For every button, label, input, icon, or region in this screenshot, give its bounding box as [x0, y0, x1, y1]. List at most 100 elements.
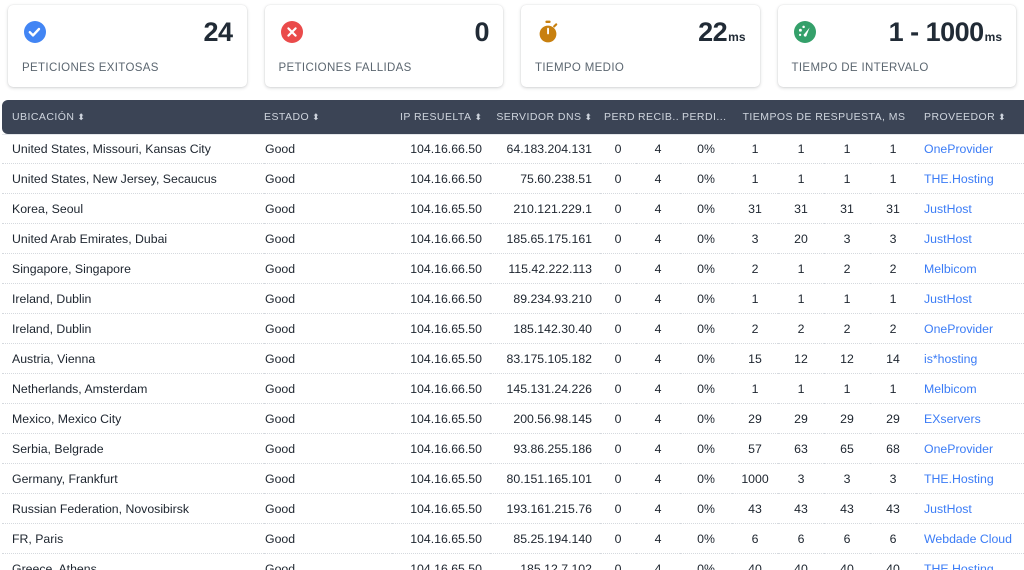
card-failed-requests: 0 PETICIONES FALLIDAS: [264, 5, 503, 87]
cell-response-time-3: 31: [824, 194, 870, 224]
card-value-unit: ms: [984, 29, 1002, 44]
column-header-location[interactable]: UBICACIÓN ⬍: [2, 100, 264, 134]
table-row[interactable]: Mexico, Mexico City Good 104.16.65.50 200.5…: [2, 404, 1024, 434]
column-header-response-times: TIEMPOS DE RESPUESTA, MS: [732, 100, 917, 134]
cell-received: 4: [636, 494, 680, 524]
provider-link[interactable]: OneProvider: [924, 321, 994, 336]
provider-link[interactable]: JustHost: [924, 291, 972, 306]
cell-response-time-4: 1: [870, 134, 917, 164]
cell-provider: THE.Hosting: [916, 464, 1024, 494]
cell-provider: Melbicom: [916, 374, 1024, 404]
table-row[interactable]: Greece, Athens Good 104.16.65.50 185.12.7.1…: [2, 554, 1024, 570]
cell-lost-percent: 0%: [680, 284, 732, 314]
table-body: United States, Missouri, Kansas City Good…: [2, 134, 1024, 570]
cell-response-time-4: 3: [870, 464, 917, 494]
column-header-received: RECIB...: [636, 100, 680, 134]
cell-received: 4: [636, 134, 680, 164]
provider-link[interactable]: THE.Hosting: [924, 171, 994, 186]
table-row[interactable]: Germany, Frankfurt Good 104.16.65.50 80.151…: [2, 464, 1024, 494]
sort-arrows-icon[interactable]: ⬍: [998, 112, 1006, 122]
cell-response-time-4: 6: [870, 524, 917, 554]
provider-link[interactable]: THE.Hosting: [924, 471, 994, 486]
cell-dns-server: 64.183.204.131: [490, 134, 600, 164]
column-header-dns-server[interactable]: SERVIDOR DNS ⬍: [490, 100, 600, 134]
card-successful-requests: 24 PETICIONES EXITOSAS: [8, 5, 247, 87]
provider-link[interactable]: JustHost: [924, 501, 972, 516]
table-row[interactable]: Singapore, Singapore Good 104.16.66.50 115.…: [2, 254, 1024, 284]
cell-provider: THE.Hosting: [916, 164, 1024, 194]
table-row[interactable]: FR, Paris Good 104.16.65.50 85.25.194.140 0 4…: [2, 524, 1024, 554]
card-value-unit: ms: [728, 29, 746, 44]
results-table-container: UBICACIÓN ⬍ ESTADO ⬍ IP RESUELTA ⬍ SERVIDOR DN…: [0, 100, 1024, 570]
cell-lost-percent: 0%: [680, 524, 732, 554]
table-row[interactable]: Ireland, Dublin Good 104.16.66.50 89.234.93…: [2, 284, 1024, 314]
cell-lost: 0: [600, 314, 636, 344]
table-row[interactable]: Netherlands, Amsterdam Good 104.16.66.50 14…: [2, 374, 1024, 404]
cell-response-time-4: 1: [870, 284, 917, 314]
cell-dns-server: 185.142.30.40: [490, 314, 600, 344]
cell-location: United States, Missouri, Kansas City: [2, 134, 264, 164]
provider-link[interactable]: Melbicom: [924, 381, 977, 396]
card-average-time: 22ms TIEMPO MEDIO: [521, 5, 760, 87]
cell-received: 4: [636, 284, 680, 314]
cell-response-time-2: 43: [778, 494, 824, 524]
cell-received: 4: [636, 194, 680, 224]
table-header: UBICACIÓN ⬍ ESTADO ⬍ IP RESUELTA ⬍ SERVIDOR DN…: [2, 100, 1024, 134]
cell-location: Ireland, Dublin: [2, 314, 264, 344]
column-label: ESTADO: [264, 111, 310, 123]
cell-status: Good: [264, 194, 392, 224]
provider-link[interactable]: JustHost: [924, 231, 972, 246]
provider-link[interactable]: Webdade Cloud: [924, 531, 1012, 546]
cell-received: 4: [636, 524, 680, 554]
cell-provider: JustHost: [916, 194, 1024, 224]
provider-link[interactable]: Melbicom: [924, 261, 977, 276]
sort-arrows-icon[interactable]: ⬍: [584, 112, 592, 122]
column-header-lost-percent: PERDI...: [680, 100, 732, 134]
table-row[interactable]: United States, New Jersey, Secaucus Good 1…: [2, 164, 1024, 194]
column-header-resolved-ip[interactable]: IP RESUELTA ⬍: [392, 100, 490, 134]
card-interval-time: 1 - 1000ms TIEMPO DE INTERVALO: [777, 5, 1016, 87]
card-value: 1 - 1000ms: [888, 16, 1002, 47]
provider-link[interactable]: EXservers: [924, 411, 981, 426]
column-label: TIEMPOS DE RESPUESTA, MS: [742, 111, 906, 123]
provider-link[interactable]: JustHost: [924, 201, 972, 216]
column-header-provider[interactable]: PROVEEDOR ⬍: [916, 100, 1024, 134]
check-circle-icon: [24, 21, 46, 43]
provider-link[interactable]: is*hosting: [924, 351, 978, 366]
cell-status: Good: [264, 494, 392, 524]
cell-status: Good: [264, 374, 392, 404]
table-row[interactable]: Ireland, Dublin Good 104.16.65.50 185.142.3…: [2, 314, 1024, 344]
cell-resolved-ip: 104.16.65.50: [392, 194, 490, 224]
cell-response-time-3: 1: [824, 284, 870, 314]
cell-dns-server: 80.151.165.101: [490, 464, 600, 494]
provider-link[interactable]: THE.Hosting: [924, 561, 994, 570]
cell-response-time-1: 31: [732, 194, 778, 224]
cell-provider: Melbicom: [916, 254, 1024, 284]
provider-link[interactable]: OneProvider: [924, 441, 994, 456]
cell-location: Mexico, Mexico City: [2, 404, 264, 434]
table-row[interactable]: Korea, Seoul Good 104.16.65.50 210.121.229.…: [2, 194, 1024, 224]
cell-lost-percent: 0%: [680, 344, 732, 374]
cell-status: Good: [264, 134, 392, 164]
card-label: PETICIONES EXITOSAS: [22, 62, 159, 74]
cell-resolved-ip: 104.16.66.50: [392, 134, 490, 164]
cell-response-time-1: 2: [732, 314, 778, 344]
provider-link[interactable]: OneProvider: [924, 142, 994, 156]
column-header-status[interactable]: ESTADO ⬍: [264, 100, 392, 134]
cell-lost-percent: 0%: [680, 554, 732, 570]
card-top-row: 1 - 1000ms: [792, 15, 1002, 49]
cell-status: Good: [264, 314, 392, 344]
sort-arrows-icon[interactable]: ⬍: [312, 112, 320, 122]
table-row[interactable]: Serbia, Belgrade Good 104.16.66.50 93.86.25…: [2, 434, 1024, 464]
summary-cards: 24 PETICIONES EXITOSAS 0 PETICIONES FALLIDA…: [0, 0, 1024, 92]
cell-lost: 0: [600, 404, 636, 434]
table-row[interactable]: United Arab Emirates, Dubai Good 104.16.66…: [2, 224, 1024, 254]
sort-arrows-icon[interactable]: ⬍: [77, 112, 85, 122]
table-row[interactable]: Austria, Vienna Good 104.16.65.50 83.175.10…: [2, 344, 1024, 374]
sort-arrows-icon[interactable]: ⬍: [474, 112, 482, 122]
cell-response-time-4: 3: [870, 224, 917, 254]
table-row[interactable]: Russian Federation, Novosibirsk Good 104.1…: [2, 494, 1024, 524]
table-row[interactable]: United States, Missouri, Kansas City Good…: [2, 134, 1024, 164]
cell-response-time-3: 1: [824, 134, 870, 164]
cell-received: 4: [636, 374, 680, 404]
